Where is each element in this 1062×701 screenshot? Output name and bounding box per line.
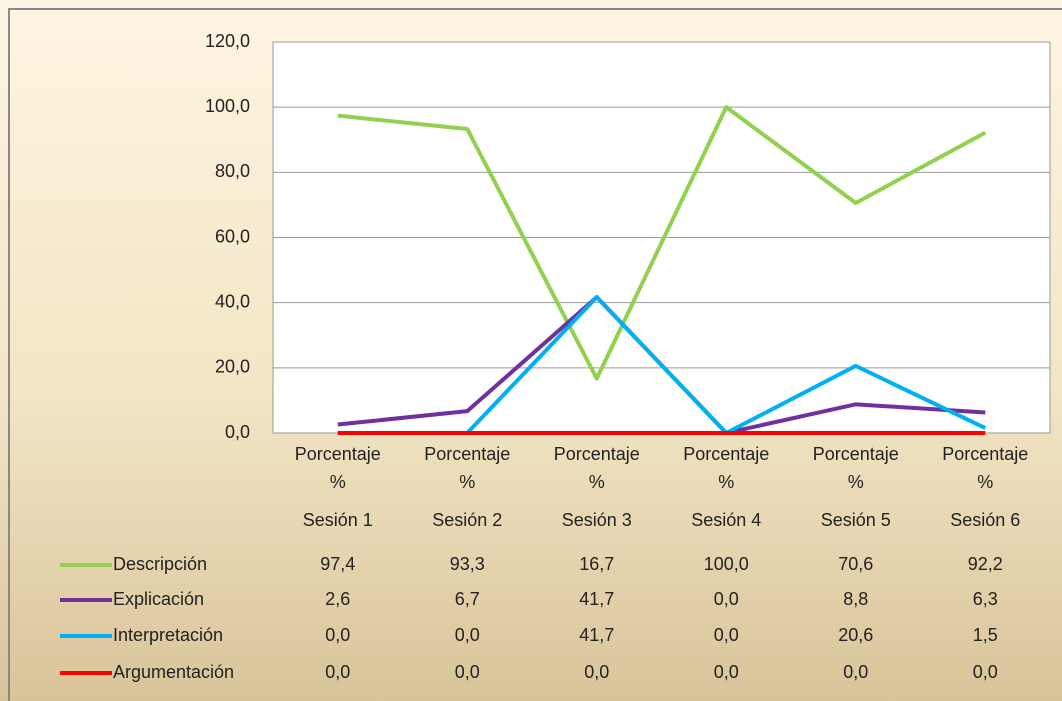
x-group-label: Sesión 1 — [302, 510, 373, 530]
x-tick-label: Porcentaje % — [683, 444, 770, 492]
y-tick-label: 80,0 — [215, 161, 250, 181]
data-table-value: 1,5 — [973, 625, 998, 645]
x-group-label: Sesión 5 — [820, 510, 891, 530]
y-tick-label: 20,0 — [215, 357, 250, 377]
data-table-value: 0,0 — [584, 662, 609, 682]
legend-label: Descripción — [113, 554, 207, 574]
data-table-value: 41,7 — [579, 625, 614, 645]
data-table-value: 8,8 — [843, 589, 868, 609]
data-table-value: 0,0 — [973, 662, 998, 682]
y-tick-label: 60,0 — [215, 226, 250, 246]
data-table-value: 0,0 — [714, 662, 739, 682]
data-table-value: 6,3 — [973, 589, 998, 609]
x-tick-label: Porcentaje % — [812, 444, 899, 492]
y-tick-label: 0,0 — [225, 422, 250, 442]
data-table-value: 93,3 — [450, 554, 485, 574]
x-tick-label: Porcentaje % — [424, 444, 511, 492]
data-table-value: 70,6 — [838, 554, 873, 574]
y-tick-label: 40,0 — [215, 291, 250, 311]
x-tick-label: Porcentaje % — [553, 444, 640, 492]
data-table-value: 0,0 — [843, 662, 868, 682]
legend-label: Explicación — [113, 589, 204, 609]
legend-label: Interpretación — [113, 625, 223, 645]
x-tick-label: Porcentaje % — [294, 444, 381, 492]
data-table-value: 0,0 — [325, 662, 350, 682]
series-line — [337, 105, 987, 381]
data-table-value: 0,0 — [714, 589, 739, 609]
data-table-value: 2,6 — [325, 589, 350, 609]
chart-border — [8, 8, 1062, 701]
data-table-value: 6,7 — [455, 589, 480, 609]
x-group-label: Sesión 4 — [691, 510, 762, 530]
y-tick-label: 100,0 — [205, 96, 250, 116]
data-table-value: 0,0 — [455, 625, 480, 645]
data-table-value: 41,7 — [579, 589, 614, 609]
data-table-value: 20,6 — [838, 625, 873, 645]
data-table-value: 0,0 — [714, 625, 739, 645]
data-table-value: 0,0 — [325, 625, 350, 645]
data-table-value: 16,7 — [579, 554, 614, 574]
y-tick-label: 120,0 — [205, 31, 250, 51]
x-group-label: Sesión 2 — [432, 510, 503, 530]
x-tick-label: Porcentaje % — [942, 444, 1029, 492]
data-table-value: 100,0 — [704, 554, 749, 574]
data-table-value: 0,0 — [455, 662, 480, 682]
data-table-value: 97,4 — [320, 554, 355, 574]
x-group-label: Sesión 3 — [561, 510, 632, 530]
legend-label: Argumentación — [113, 662, 234, 682]
x-group-label: Sesión 6 — [950, 510, 1021, 530]
data-table-value: 92,2 — [968, 554, 1003, 574]
